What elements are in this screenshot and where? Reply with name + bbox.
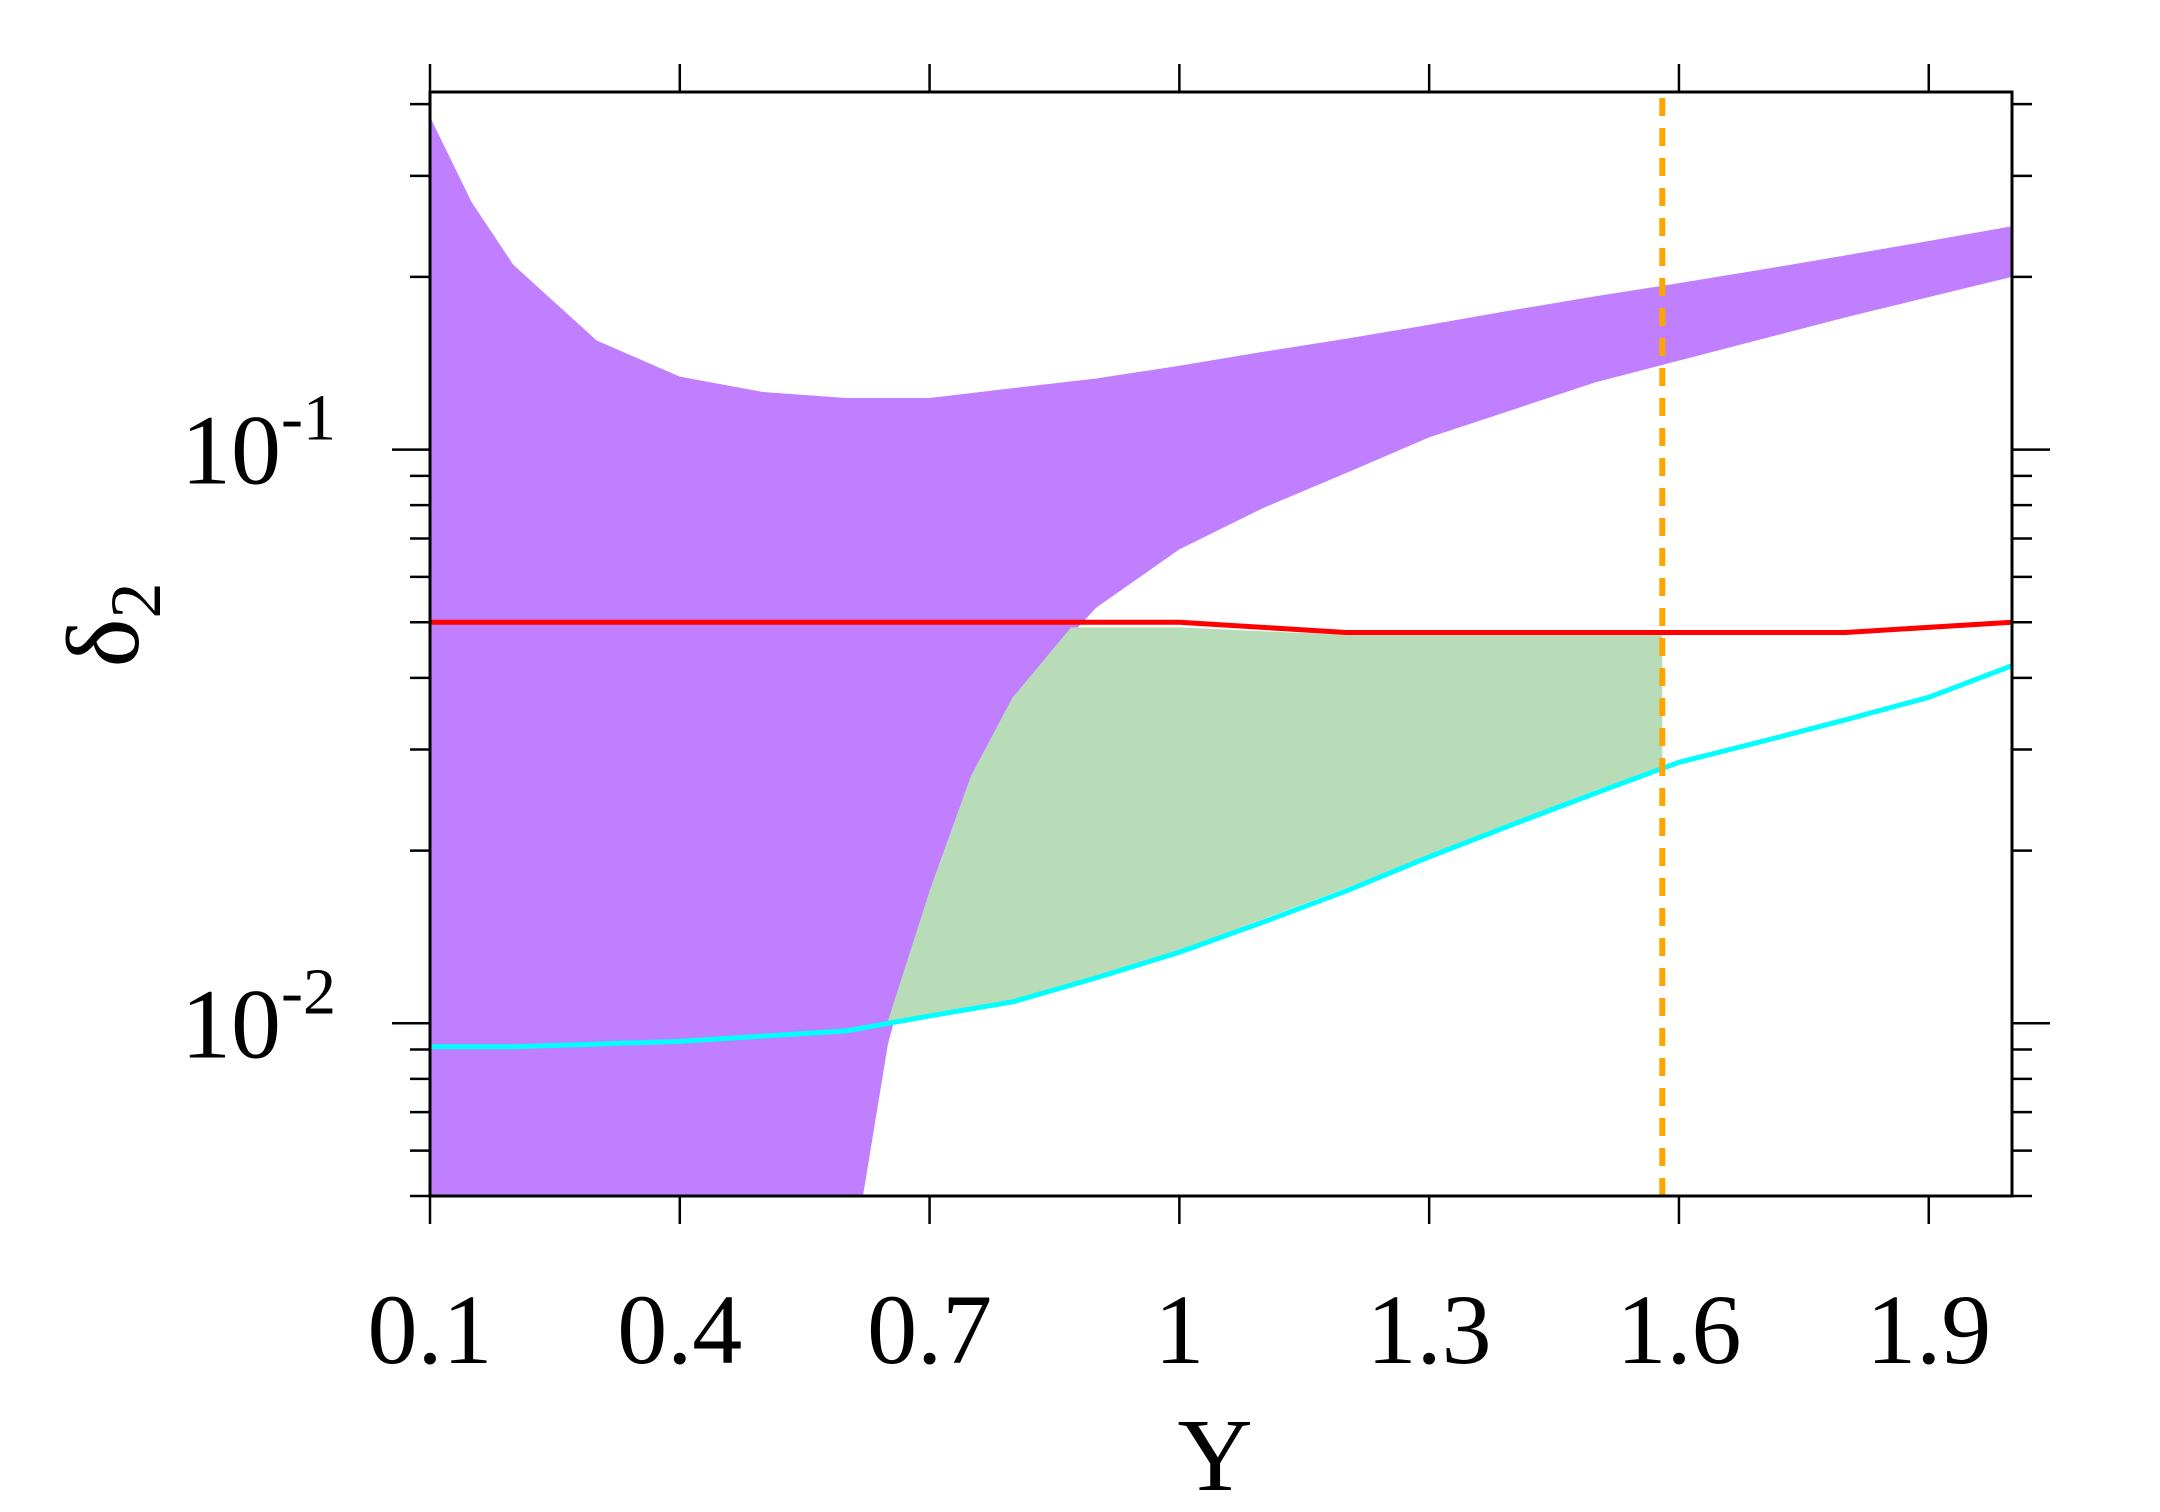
x-tick-label: 0.7 xyxy=(867,1274,992,1385)
x-tick-label: 1.6 xyxy=(1616,1274,1741,1385)
plot-frame xyxy=(428,90,2014,1198)
y-tick-label: 10-1 xyxy=(181,382,336,506)
x-tick-label: 0.4 xyxy=(617,1274,742,1385)
x-tick-label: 1 xyxy=(1154,1274,1204,1385)
x-tick-label: 1.3 xyxy=(1367,1274,1492,1385)
tick-labels: 0.1 0.4 0.7 1 1.3 1.6 1.9 10-1 10-2 xyxy=(181,382,1991,1385)
x-tick-label: 0.1 xyxy=(368,1274,493,1385)
x-axis-title: Y xyxy=(1177,1398,1252,1512)
axes xyxy=(392,64,2050,1224)
cyan-line xyxy=(430,663,2012,1050)
y-axis-title-main: δ xyxy=(46,618,161,667)
plot-area xyxy=(430,92,2012,1196)
green-region xyxy=(887,627,1663,1021)
x-tick-label: 1.9 xyxy=(1866,1274,1991,1385)
y-tick-label: 10-2 xyxy=(181,955,336,1079)
y-axis-title: δ2 xyxy=(46,582,176,667)
red-line xyxy=(430,619,2012,635)
y-axis-title-sub: 2 xyxy=(96,582,176,618)
purple-region xyxy=(430,116,2012,1196)
